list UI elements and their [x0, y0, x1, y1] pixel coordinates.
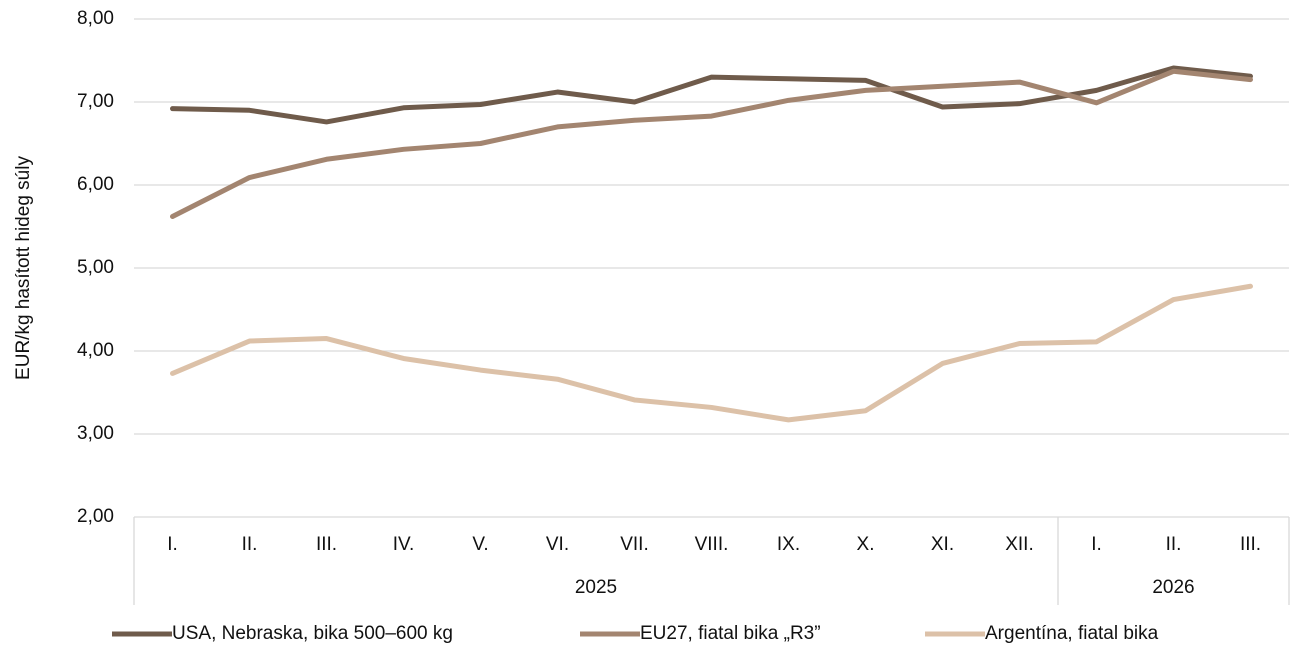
x-group-label: 2025	[575, 577, 617, 598]
x-tick-label: XI.	[931, 534, 954, 555]
x-tick-label: II.	[1166, 534, 1182, 555]
y-tick-label: 5,00	[77, 257, 114, 278]
x-tick-label: X.	[857, 534, 875, 555]
x-tick-label: XII.	[1005, 534, 1034, 555]
x-tick-label: IX.	[777, 534, 800, 555]
y-tick-label: 4,00	[77, 340, 114, 361]
x-tick-label: I.	[167, 534, 178, 555]
y-tick-label: 3,00	[77, 423, 114, 444]
x-tick-label: I.	[1091, 534, 1102, 555]
x-tick-label: II.	[242, 534, 258, 555]
y-axis-label: EUR/kg hasított hideg súly	[13, 156, 34, 380]
x-tick-label: VIII.	[695, 534, 729, 555]
x-tick-label: III.	[316, 534, 337, 555]
x-tick-label: IV.	[393, 534, 415, 555]
series-line	[170, 68, 1253, 220]
y-tick-label: 2,00	[77, 506, 114, 527]
legend-label: USA, Nebraska, bika 500–600 kg	[172, 623, 453, 644]
series-line	[170, 283, 1253, 423]
x-tick-label: V.	[472, 534, 488, 555]
y-tick-label: 6,00	[77, 174, 114, 195]
x-tick-label: VI.	[546, 534, 569, 555]
legend-label: EU27, fiatal bika „R3”	[640, 623, 821, 644]
y-tick-label: 8,00	[77, 8, 114, 29]
x-group-label: 2026	[1152, 577, 1194, 598]
y-tick-label: 7,00	[77, 91, 114, 112]
x-tick-label: III.	[1240, 534, 1261, 555]
legend-label: Argentína, fiatal bika	[985, 623, 1159, 644]
x-tick-label: VII.	[620, 534, 649, 555]
